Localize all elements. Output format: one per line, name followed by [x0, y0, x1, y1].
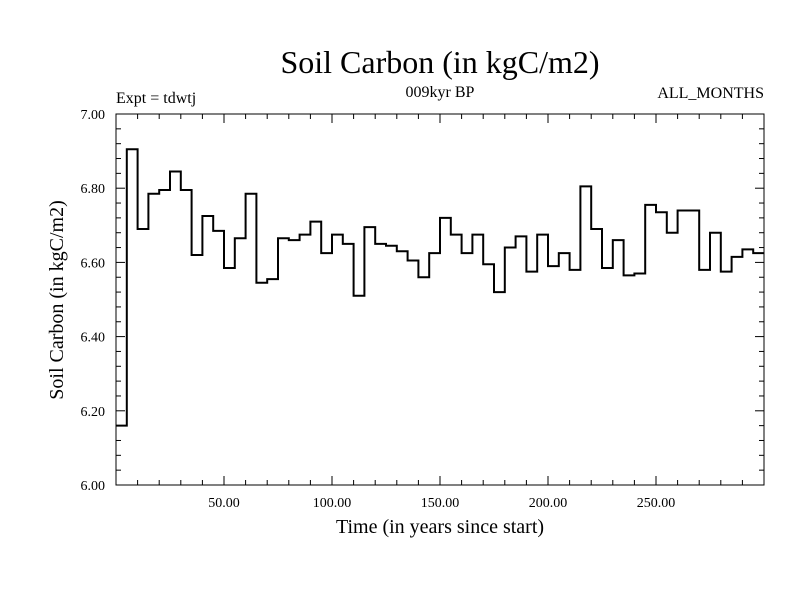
- y-tick-label: 7.00: [81, 108, 106, 123]
- plot-frame: [115, 113, 765, 486]
- x-axis-tick-labels: 50.00 100.00 150.00 200.00 250.00: [208, 496, 675, 511]
- x-tick-label: 50.00: [208, 496, 240, 511]
- soil-carbon-series-line: [116, 148, 764, 427]
- y-tick-label: 6.80: [81, 182, 106, 197]
- y-tick-label: 6.60: [81, 256, 106, 271]
- y-tick-label: 6.40: [81, 331, 106, 346]
- y-tick-label: 6.00: [81, 479, 106, 494]
- y-axis-label: Soil Carbon (in kgC/m2): [46, 200, 68, 399]
- x-axis-label: Time (in years since start): [336, 516, 544, 538]
- x-tick-label: 200.00: [529, 496, 568, 511]
- chart-title: Soil Carbon (in kgC/m2): [280, 44, 599, 80]
- chart-subtitle: 009kyr BP: [406, 84, 475, 101]
- x-tick-label: 250.00: [637, 496, 676, 511]
- y-axis-tick-labels: 6.00 6.20 6.40 6.60 6.80 7.00: [81, 108, 106, 494]
- x-axis-ticks: [137, 114, 743, 485]
- y-tick-label: 6.20: [81, 405, 106, 420]
- experiment-label: Expt = tdwtj: [116, 90, 196, 107]
- period-label: ALL_MONTHS: [657, 85, 764, 102]
- y-axis-ticks: [116, 113, 764, 486]
- x-tick-label: 100.00: [313, 496, 352, 511]
- x-tick-label: 150.00: [421, 496, 460, 511]
